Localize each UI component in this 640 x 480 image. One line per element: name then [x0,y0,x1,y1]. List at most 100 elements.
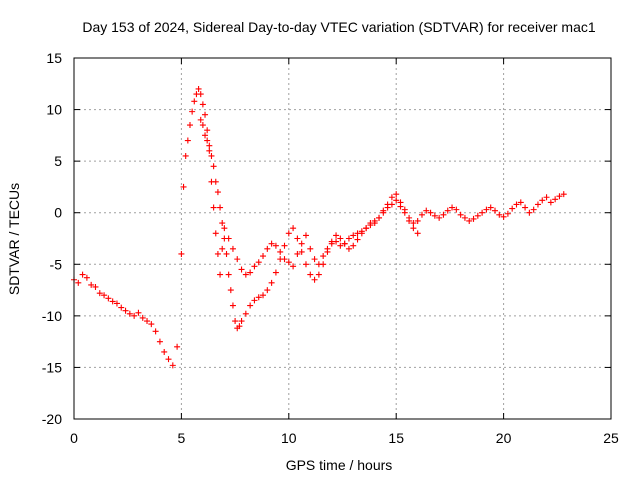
x-tick-label: 10 [281,430,297,446]
data-point [461,214,468,221]
data-point [92,283,99,290]
data-point [298,248,305,255]
data-point [75,279,82,286]
data-point [247,269,254,276]
y-tick-label: -20 [42,411,62,427]
data-point [470,215,477,222]
data-point [277,256,284,263]
data-point [406,217,413,224]
data-point [212,230,219,237]
data-point [376,214,383,221]
data-point [350,232,357,239]
data-point [492,207,499,214]
data-point [182,152,189,159]
data-point [410,225,417,232]
data-point [174,343,181,350]
y-tick-label: 5 [54,153,62,169]
series-1 [71,85,567,369]
data-point [234,256,241,263]
data-point [126,310,133,317]
y-tick-label: -10 [42,308,62,324]
data-point [214,250,221,257]
data-point [247,302,254,309]
data-point [440,211,447,218]
data-point [298,240,305,247]
data-point [431,212,438,219]
data-point [307,271,314,278]
data-point [526,209,533,216]
grid [74,58,611,419]
data-point [285,230,292,237]
data-point [320,253,327,260]
data-point [101,292,108,299]
data-point [212,178,219,185]
data-point [214,189,221,196]
data-point [380,209,387,216]
data-point [180,183,187,190]
data-point [227,287,234,294]
data-point [354,236,361,243]
data-point [388,201,395,208]
data-point [202,132,209,139]
data-point [199,101,206,108]
data-point [191,98,198,105]
data-point [208,152,215,159]
data-point [509,205,516,212]
chart-title: Day 153 of 2024, Sidereal Day-to-day VTE… [82,19,595,35]
data-point [264,245,271,252]
data-point [277,248,284,255]
data-point [242,271,249,278]
data-point [320,261,327,268]
data-point [479,209,486,216]
data-point [539,197,546,204]
data-point [272,242,279,249]
data-point [251,263,258,270]
data-point [221,235,228,242]
data-point [504,210,511,217]
data-point [210,163,217,170]
data-point [206,147,213,154]
data-point [530,206,537,213]
data-point [156,338,163,345]
data-point [315,271,322,278]
data-point [358,230,365,237]
data-point [363,225,370,232]
data-point [184,137,191,144]
data-point [83,274,90,281]
data-point [217,204,224,211]
data-point [152,328,159,335]
data-point [199,122,206,129]
data-point [307,245,314,252]
data-point [560,191,567,198]
data-point [285,259,292,266]
data-point [384,204,391,211]
data-point [534,201,541,208]
data-point [178,250,185,257]
data-point [255,294,262,301]
data-point [294,235,301,242]
x-tick-label: 25 [603,430,619,446]
data-point [397,203,404,210]
data-point [328,238,335,245]
data-point [466,217,473,224]
data-point [457,211,464,218]
y-tick-label: -15 [42,359,62,375]
data-point [225,271,232,278]
data-point [337,235,344,242]
data-point [345,235,352,242]
data-point [522,204,529,211]
data-point [311,256,318,263]
data-points [71,85,567,369]
data-point [345,245,352,252]
data-point [393,197,400,204]
data-point [122,307,129,314]
data-point [423,207,430,214]
data-point [281,242,288,249]
x-tick-label: 5 [178,430,186,446]
data-point [238,266,245,273]
data-point [197,116,204,123]
y-axis-label: SDTVAR / TECUs [6,183,22,295]
data-point [474,212,481,219]
data-point [135,309,142,316]
